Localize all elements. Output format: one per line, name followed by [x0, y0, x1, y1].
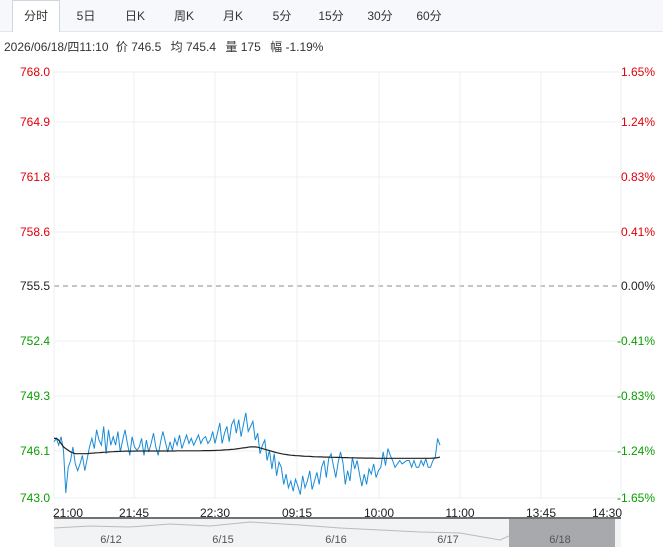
y-tick-label-percent: -0.41% — [616, 334, 655, 348]
y-tick-label-percent: -1.24% — [616, 444, 655, 458]
time-navigator[interactable]: 6/12 6/15 6/16 6/17 6/18 — [53, 517, 621, 547]
x-tick-label: 11:00 — [445, 506, 475, 520]
info-volume-label: 量 — [225, 40, 238, 54]
info-change-label: 幅 — [270, 40, 283, 54]
y-tick-label-price: 743.0 — [19, 491, 50, 505]
y-tick-label-price: 758.6 — [19, 225, 50, 239]
navigator-date-label: 6/18 — [549, 534, 570, 546]
navigator-date-label: 6/16 — [325, 534, 346, 546]
tab-daily-k[interactable]: 日K — [124, 9, 145, 23]
info-volume: 175 — [240, 40, 261, 54]
info-datetime: 2026/06/18/四11:10 — [4, 40, 109, 54]
info-change: -1.19% — [285, 40, 324, 54]
x-tick-label: 09:15 — [281, 506, 313, 520]
x-tick-label: 10:00 — [363, 506, 395, 520]
tab-5day[interactable]: 5日 — [76, 9, 96, 23]
y-tick-label-price: 746.1 — [19, 444, 50, 458]
y-tick-label-percent: 1.65% — [620, 65, 655, 79]
average-price-line — [54, 437, 441, 459]
x-tick-label: 22:30 — [199, 506, 231, 520]
navigator-selection[interactable] — [509, 519, 615, 547]
quote-info-bar: 2026/06/18/四11:10 价 746.5 均 745.4 量 175 … — [4, 38, 323, 55]
tab-weekly-k[interactable]: 周K — [173, 9, 194, 23]
x-tick-label: 21:45 — [118, 506, 150, 520]
info-price: 746.5 — [131, 40, 162, 54]
navigator-date-label: 6/17 — [437, 534, 458, 546]
tab-5min[interactable]: 5分 — [272, 9, 292, 23]
navigator-date-label: 6/12 — [100, 534, 121, 546]
navigator-date-label: 6/15 — [212, 534, 233, 546]
y-tick-label-price: 764.9 — [19, 115, 50, 129]
x-tick-label: 14:30 — [591, 506, 623, 520]
tab-60min[interactable]: 60分 — [416, 9, 442, 23]
x-tick-label: 21:00 — [52, 506, 84, 520]
info-price-label: 价 — [115, 40, 128, 54]
tab-30min[interactable]: 30分 — [367, 9, 393, 23]
y-tick-label-price: 752.4 — [19, 334, 50, 348]
y-tick-label-price: 749.3 — [19, 389, 50, 403]
navigator-sparkline — [53, 521, 510, 541]
info-avg-label: 均 — [170, 40, 183, 54]
y-tick-label-percent: 1.24% — [620, 115, 655, 129]
info-avg: 745.4 — [185, 40, 217, 54]
y-tick-label-percent: 0.00% — [620, 279, 655, 293]
y-tick-label-percent: -0.83% — [616, 389, 655, 403]
price-line — [53, 412, 441, 495]
x-tick-label: 13:45 — [525, 506, 557, 520]
y-tick-label-percent: 0.41% — [620, 225, 655, 239]
y-tick-label-percent: -1.65% — [616, 491, 655, 505]
y-tick-label-percent: 0.83% — [620, 170, 655, 184]
y-tick-label-price: 755.5 — [19, 279, 50, 293]
y-tick-label-price: 761.8 — [19, 170, 50, 184]
chart-period-tabs: 分时 5日 日K 周K 月K 5分 15分 30分 60分 — [0, 0, 663, 32]
y-tick-label-price: 768.0 — [19, 65, 50, 79]
tab-15min[interactable]: 15分 — [318, 9, 344, 23]
tab-monthly-k[interactable]: 月K — [222, 9, 243, 23]
tab-intraday[interactable]: 分时 — [12, 0, 60, 32]
